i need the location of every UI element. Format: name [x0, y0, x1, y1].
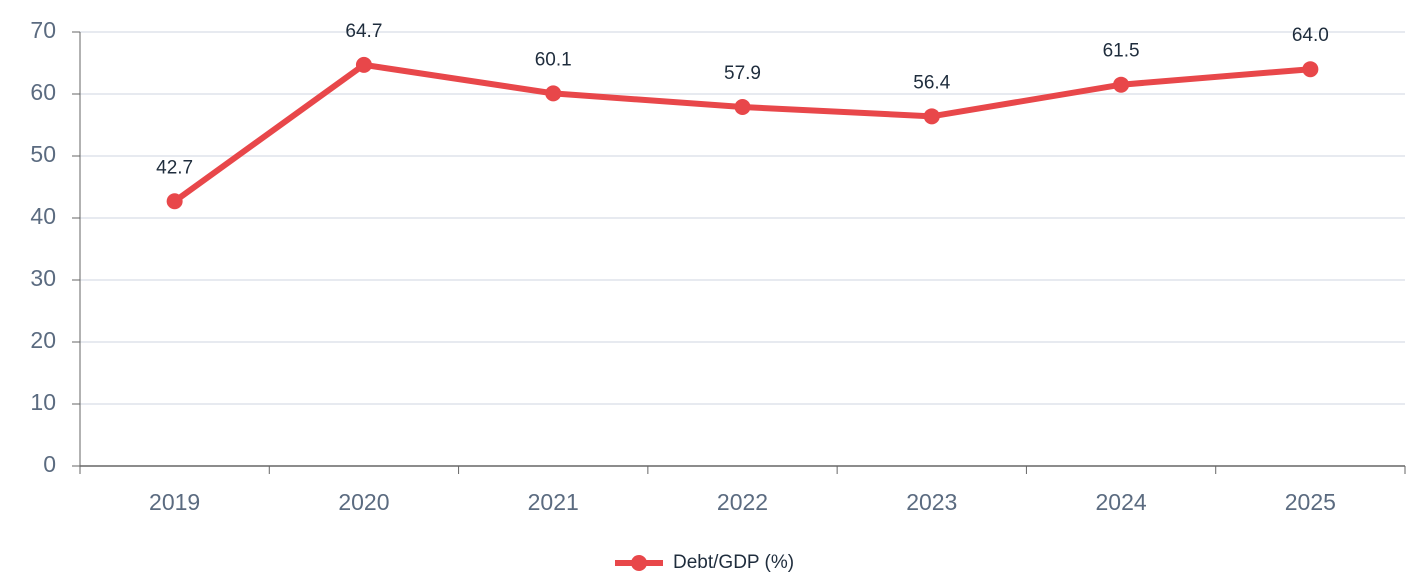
- series-line: [172, 61, 1311, 204]
- point: [545, 85, 562, 102]
- y-tick-label: 60: [30, 79, 56, 105]
- data-label: 60.1: [535, 49, 572, 70]
- data-label: 56.4: [913, 72, 950, 93]
- legend-marker: [631, 555, 647, 571]
- point: [355, 56, 372, 73]
- point: [923, 108, 940, 125]
- data-label: 42.7: [156, 157, 193, 178]
- data-label: 61.5: [1103, 41, 1140, 62]
- data-label: 64.0: [1292, 25, 1329, 46]
- y-tick-label: 40: [30, 203, 56, 229]
- y-tick-label: 0: [43, 451, 56, 477]
- x-tick-label: 2024: [1095, 489, 1146, 515]
- x-tick-label: 2020: [338, 489, 389, 515]
- x-tick-label: 2019: [149, 489, 200, 515]
- point: [1302, 61, 1319, 78]
- x-tick-label: 2021: [528, 489, 579, 515]
- y-tick-label: 10: [30, 389, 56, 415]
- y-tick-label: 20: [30, 327, 56, 353]
- y-tick-label: 30: [30, 265, 56, 291]
- x-tick-label: 2022: [717, 489, 768, 515]
- data-label: 64.7: [345, 21, 382, 42]
- point: [734, 99, 751, 116]
- x-tick-label: 2023: [906, 489, 957, 515]
- y-tick-label: 70: [30, 17, 56, 43]
- y-tick-label: 50: [30, 141, 56, 167]
- point: [166, 193, 183, 210]
- legend-label: Debt/GDP (%): [673, 552, 794, 573]
- point: [1113, 76, 1130, 93]
- data-label: 57.9: [724, 63, 761, 84]
- x-tick-label: 2025: [1285, 489, 1336, 515]
